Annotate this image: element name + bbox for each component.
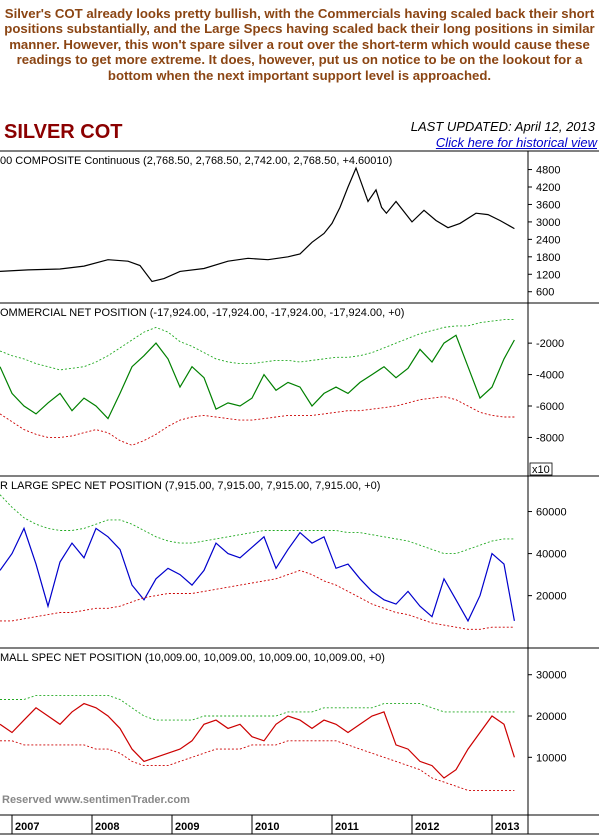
price-ytick-label: 4800 — [536, 165, 560, 177]
price-ytick-label: 1800 — [536, 252, 560, 264]
small-spec-ytick-label: 20000 — [536, 711, 567, 723]
price-ytick-label: 3000 — [536, 217, 560, 229]
small-spec-ytick-label: 10000 — [536, 752, 567, 764]
large-spec-ytick-label: 40000 — [536, 549, 567, 561]
price-panel-title: 00 COMPOSITE Continuous (2,768.50, 2,768… — [0, 155, 392, 167]
chart-title: SILVER COT — [4, 121, 123, 143]
x-tick-label: 2009 — [175, 821, 199, 833]
commercial-multiplier-box — [529, 462, 553, 476]
commercial-ytick-label: -6000 — [536, 401, 564, 413]
large-spec-ytick-label: 60000 — [536, 507, 567, 519]
historical-view-link[interactable]: Click here for historical view — [435, 135, 597, 150]
small-spec-upper-band-line — [0, 694, 515, 721]
x-tick-label: 2011 — [335, 821, 359, 833]
last-updated-label: LAST UPDATED: April 12, 2013 — [410, 119, 595, 134]
commercial-ytick-label: -2000 — [536, 338, 564, 350]
commercial-ytick-label: -8000 — [536, 432, 564, 444]
commercial-ytick-label: -4000 — [536, 370, 564, 382]
x-tick-label: 2012 — [415, 821, 439, 833]
commercial-upper-band-line — [0, 319, 515, 371]
price-series-line — [0, 166, 515, 283]
x-tick-label: 2008 — [95, 821, 119, 833]
commercial-multiplier-label: x10 — [532, 464, 550, 476]
x-tick-label: 2013 — [495, 821, 519, 833]
small-spec-net-line — [0, 702, 515, 779]
commercial-panel-title: OMMERCIAL NET POSITION (-17,924.00, -17,… — [0, 307, 404, 319]
price-ytick-label: 3600 — [536, 199, 560, 211]
price-ytick-label: 4200 — [536, 182, 560, 194]
copyright-text: Reserved www.sentimenTrader.com — [2, 794, 190, 806]
large-spec-ytick-label: 20000 — [536, 591, 567, 603]
price-ytick-label: 1200 — [536, 269, 560, 281]
large-spec-upper-band-line — [0, 494, 515, 555]
large-spec-panel-title: R LARGE SPEC NET POSITION (7,915.00, 7,9… — [0, 480, 380, 492]
commercial-net-line — [0, 334, 515, 420]
x-tick-label: 2007 — [15, 821, 39, 833]
price-ytick-label: 600 — [536, 287, 554, 299]
small-spec-lower-band-line — [0, 740, 515, 791]
price-ytick-label: 2400 — [536, 234, 560, 246]
x-tick-label: 2010 — [255, 821, 279, 833]
intro-text: Silver's COT already looks pretty bullis… — [4, 6, 595, 83]
commercial-lower-band-line — [0, 396, 515, 446]
large-spec-net-line — [0, 526, 515, 623]
small-spec-ytick-label: 30000 — [536, 670, 567, 682]
small-spec-panel-title: MALL SPEC NET POSITION (10,009.00, 10,00… — [0, 652, 385, 664]
